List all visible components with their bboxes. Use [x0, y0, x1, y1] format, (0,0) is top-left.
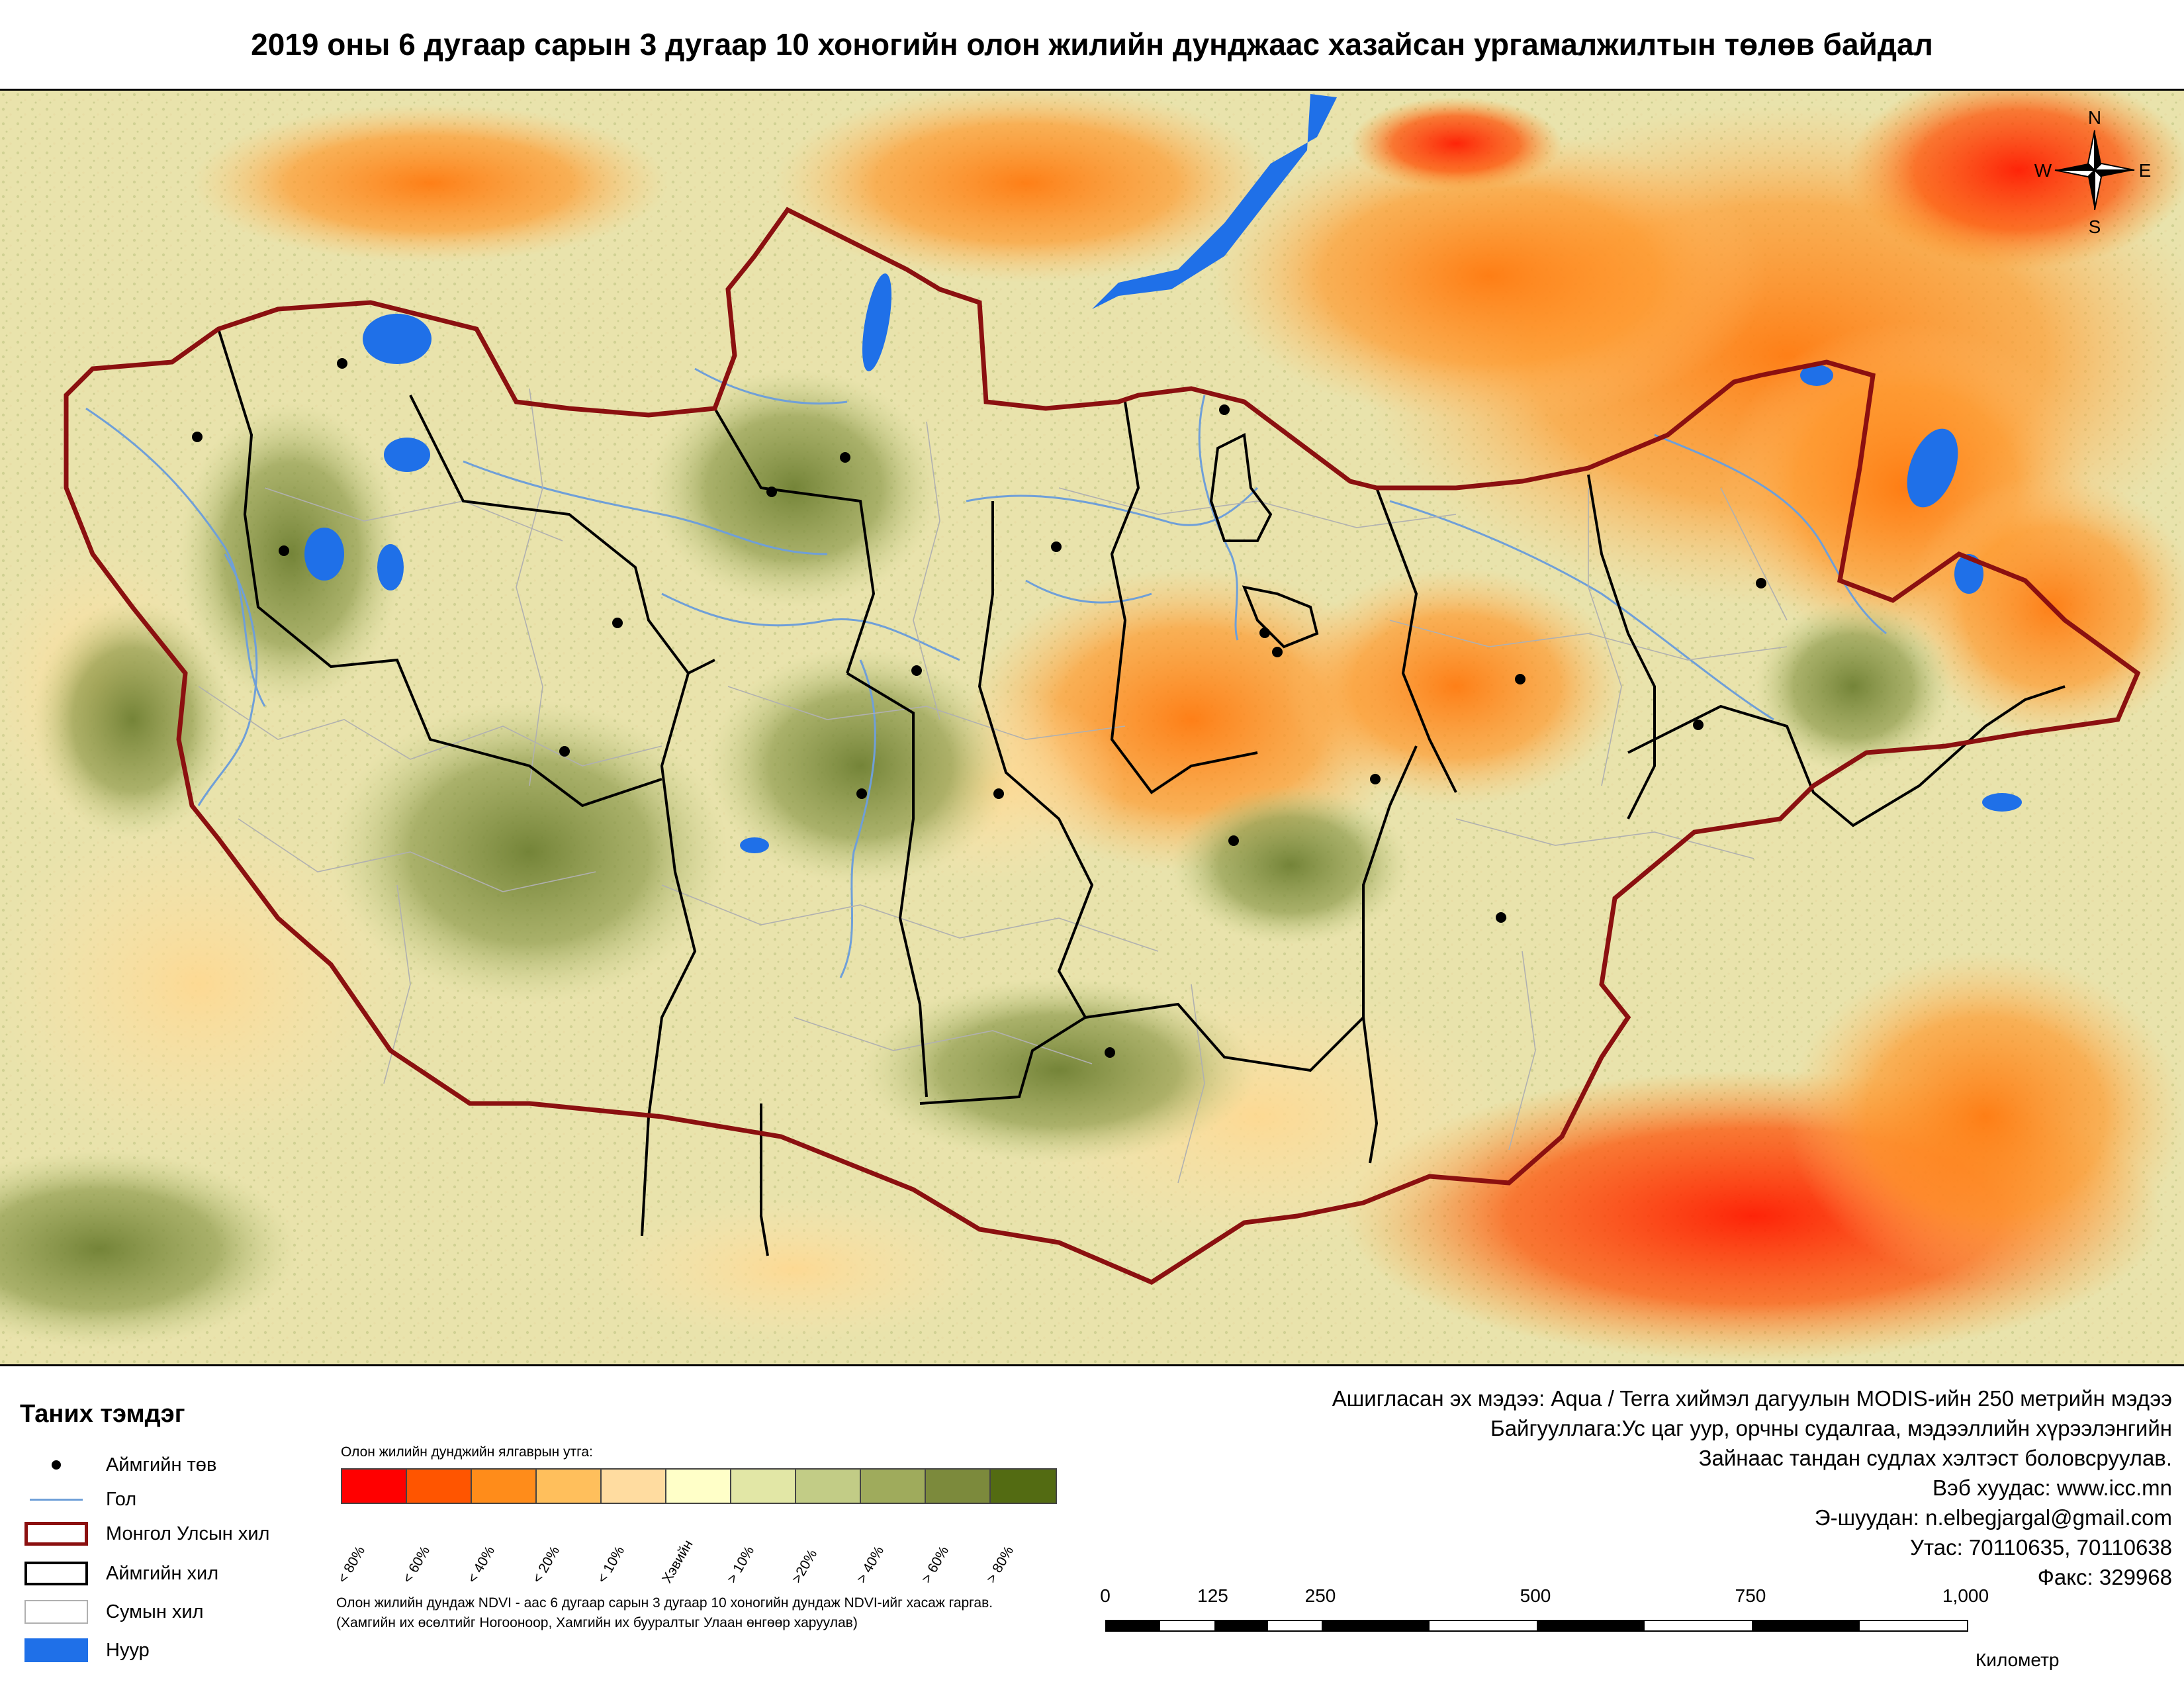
national-border-symbol [20, 1517, 93, 1550]
info-email: Э-шуудан: n.elbegjargal@gmail.com [1814, 1505, 2172, 1530]
info-website: Вэб хуудас: www.icc.mn [1933, 1476, 2172, 1500]
ramp-swatch [407, 1470, 472, 1503]
legend-label: Монгол Улсын хил [106, 1523, 270, 1544]
scale-segment [1859, 1621, 1967, 1630]
scale-segment [1537, 1621, 1645, 1630]
legend-title: Таних тэмдэг [20, 1400, 185, 1428]
lake-orog [740, 837, 769, 853]
scale-label: 250 [1304, 1585, 1336, 1606]
legend-item-river: Гол [20, 1483, 136, 1516]
compass-e: E [2139, 160, 2152, 181]
info-fax: Факс: 329968 [2037, 1565, 2172, 1589]
mongolia-national-border [64, 207, 2141, 1285]
ramp-tick-label: < 10% [594, 1543, 628, 1586]
river-symbol [20, 1483, 93, 1516]
ndvi-map: N S E W [0, 91, 2184, 1364]
scale-label: 1,000 [1942, 1585, 1989, 1606]
compass-s: S [2089, 216, 2101, 237]
scale-segment [1214, 1621, 1268, 1630]
ramp-swatch [537, 1470, 602, 1503]
compass-w: W [2034, 160, 2052, 181]
aimag-border-symbol [20, 1557, 93, 1590]
scale-bar: 0 125 250 500 750 1,000 Километр [1092, 1585, 2085, 1670]
legend-label: Сумын хил [106, 1601, 204, 1622]
legend-item-soum-border: Сумын хил [20, 1595, 204, 1628]
ramp-swatch [926, 1470, 991, 1503]
ndvi-color-ramp [341, 1468, 1057, 1504]
scale-segment [1267, 1621, 1322, 1630]
scale-bar-segments [1105, 1620, 1968, 1632]
ramp-tick-label: < 60% [400, 1543, 433, 1586]
legend-label: Нуур [106, 1639, 150, 1661]
scale-label: 0 [1100, 1585, 1111, 1606]
ramp-tick-label: > 40% [854, 1543, 887, 1586]
ramp-swatch [796, 1470, 861, 1503]
ramp-swatch [861, 1470, 926, 1503]
scale-segment [1322, 1621, 1430, 1630]
info-department: Зайнаас тандан судлах хэлтэст боловсруул… [1698, 1446, 2172, 1470]
ramp-tick-label: >20% [789, 1546, 821, 1586]
info-source: Ашигласан эх мэдээ: Aqua / Terra хиймэл … [1332, 1386, 2172, 1411]
ramp-swatch [342, 1470, 407, 1503]
aimag-borders [217, 328, 2066, 1256]
soum-border-symbol [20, 1595, 93, 1628]
ramp-swatch [991, 1470, 1056, 1503]
lake-baikal [1092, 94, 1337, 309]
info-organization: Байгууллага:Ус цаг уур, орчны судалгаа, … [1490, 1416, 2172, 1440]
map-frame: N S E W [0, 89, 2184, 1366]
legend-label: Аймгийн төв [106, 1454, 217, 1476]
lake-small-ne [1800, 365, 1833, 386]
ramp-tick-label: > 60% [919, 1543, 952, 1586]
ramp-swatch [731, 1470, 796, 1503]
scale-unit: Километр [1976, 1650, 2060, 1670]
legend-item-aimag-border: Аймгийн хил [20, 1557, 218, 1590]
legend-label: Гол [106, 1488, 137, 1510]
scale-segment [1160, 1621, 1214, 1630]
lake-symbol [20, 1634, 93, 1667]
ramp-tick-label: Хэвийн [659, 1537, 696, 1586]
ramp-tick-label: < 80% [335, 1543, 369, 1586]
rivers [85, 367, 1887, 978]
scale-label: 750 [1735, 1585, 1766, 1606]
map-title: 2019 оны 6 дугаар сарын 3 дугаар 10 хоно… [251, 27, 1933, 62]
lake-khuvsgul [862, 273, 891, 371]
lakes [304, 94, 2022, 853]
ramp-tick-label: < 40% [465, 1543, 498, 1586]
ramp-swatch [666, 1470, 731, 1503]
scale-segment [1429, 1621, 1537, 1630]
soum-borders [198, 388, 1788, 1184]
scale-label: 125 [1197, 1585, 1228, 1606]
scale-segment [1752, 1621, 1860, 1630]
ramp-title: Олон жилийн дунджийн ялгаврын утга: [341, 1444, 593, 1460]
lake-khar [377, 544, 404, 590]
scale-label: 500 [1520, 1585, 1551, 1606]
info-phone: Утас: 70110635, 70110638 [1910, 1535, 2172, 1560]
lake-khyargas [384, 438, 430, 472]
compass-rose: N S E W [2034, 107, 2152, 237]
scale-segment [1644, 1621, 1752, 1630]
lake-khar-us [304, 528, 344, 581]
lake-uvs [363, 314, 432, 364]
legend-label: Аймгийн хил [106, 1562, 219, 1584]
ramp-tick-label: > 10% [724, 1543, 758, 1586]
ramp-swatch [472, 1470, 537, 1503]
ramp-tick-label: > 80% [983, 1543, 1017, 1586]
lake-small-east [1982, 793, 2022, 812]
ramp-tick-label: < 20% [529, 1543, 563, 1586]
compass-n: N [2088, 107, 2101, 128]
info-block: Ашигласан эх мэдээ: Aqua / Terra хиймэл … [1332, 1383, 2172, 1592]
legend-item-aimag-center: Аймгийн төв [20, 1448, 216, 1481]
aimag-centers [192, 358, 1766, 1058]
scale-segment [1107, 1621, 1161, 1630]
method-note-legend: (Хамгийн их өсөлтийг Ногооноор, Хамгийн … [336, 1615, 858, 1630]
legend-item-lake: Нуур [20, 1634, 150, 1667]
legend-item-national-border: Монгол Улсын хил [20, 1517, 269, 1550]
method-note: Олон жилийн дундаж NDVI - аас 6 дугаар с… [336, 1595, 993, 1611]
lake-buir [1954, 554, 1983, 594]
ramp-swatch [602, 1470, 666, 1503]
aimag-center-symbol [20, 1448, 93, 1481]
lake-hulun [1907, 428, 1958, 508]
